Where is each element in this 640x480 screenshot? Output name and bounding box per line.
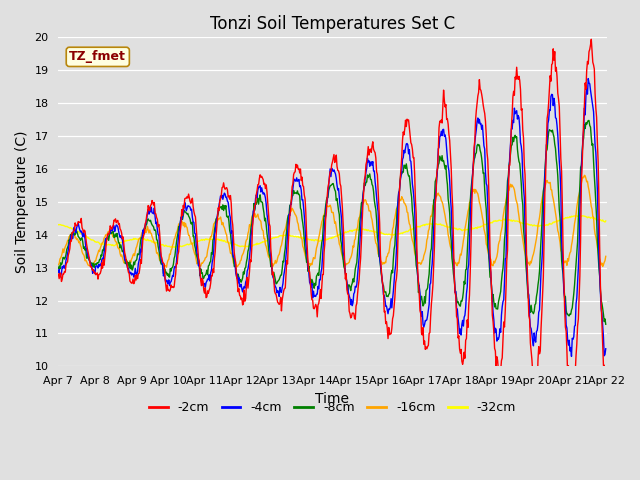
- -8cm: [399, 169, 406, 175]
- X-axis label: Time: Time: [316, 392, 349, 406]
- -4cm: [205, 272, 213, 277]
- -4cm: [568, 354, 575, 360]
- -16cm: [415, 260, 423, 265]
- -32cm: [121, 239, 129, 244]
- -2cm: [54, 271, 62, 277]
- -16cm: [65, 237, 72, 243]
- -4cm: [121, 257, 129, 263]
- -32cm: [206, 236, 214, 241]
- -2cm: [399, 138, 406, 144]
- -2cm: [205, 287, 213, 293]
- -4cm: [584, 76, 592, 82]
- -16cm: [602, 253, 609, 259]
- -8cm: [177, 221, 184, 227]
- -8cm: [415, 289, 422, 295]
- -8cm: [602, 322, 609, 327]
- -8cm: [585, 118, 593, 123]
- Line: -32cm: -32cm: [58, 215, 605, 247]
- Line: -8cm: -8cm: [58, 120, 605, 324]
- -4cm: [415, 279, 422, 285]
- -16cm: [580, 172, 588, 178]
- -2cm: [121, 250, 129, 255]
- Line: -2cm: -2cm: [58, 39, 605, 396]
- -2cm: [65, 252, 72, 258]
- -2cm: [567, 393, 575, 399]
- -8cm: [205, 263, 213, 268]
- Title: Tonzi Soil Temperatures Set C: Tonzi Soil Temperatures Set C: [210, 15, 455, 33]
- -4cm: [602, 346, 609, 352]
- Line: -16cm: -16cm: [58, 175, 605, 267]
- -2cm: [415, 280, 422, 286]
- -8cm: [121, 255, 129, 261]
- Line: -4cm: -4cm: [58, 79, 605, 357]
- -32cm: [576, 212, 584, 218]
- -32cm: [415, 224, 423, 229]
- -4cm: [54, 269, 62, 275]
- -32cm: [177, 243, 185, 249]
- -16cm: [121, 260, 129, 265]
- -32cm: [170, 244, 178, 250]
- Y-axis label: Soil Temperature (C): Soil Temperature (C): [15, 131, 29, 273]
- -32cm: [65, 225, 72, 230]
- -32cm: [602, 218, 609, 224]
- -4cm: [65, 247, 72, 253]
- -32cm: [399, 230, 407, 236]
- -2cm: [588, 36, 595, 42]
- -8cm: [54, 265, 62, 271]
- -16cm: [399, 197, 407, 203]
- -2cm: [177, 229, 184, 235]
- -4cm: [399, 156, 406, 162]
- -8cm: [65, 243, 72, 249]
- -4cm: [177, 221, 184, 227]
- Legend: -2cm, -4cm, -8cm, -16cm, -32cm: -2cm, -4cm, -8cm, -16cm, -32cm: [144, 396, 521, 420]
- Text: TZ_fmet: TZ_fmet: [69, 50, 126, 63]
- -16cm: [206, 237, 214, 242]
- -32cm: [54, 222, 62, 228]
- -16cm: [54, 262, 62, 267]
- -2cm: [602, 392, 609, 398]
- -16cm: [163, 264, 170, 270]
- -16cm: [177, 218, 185, 224]
